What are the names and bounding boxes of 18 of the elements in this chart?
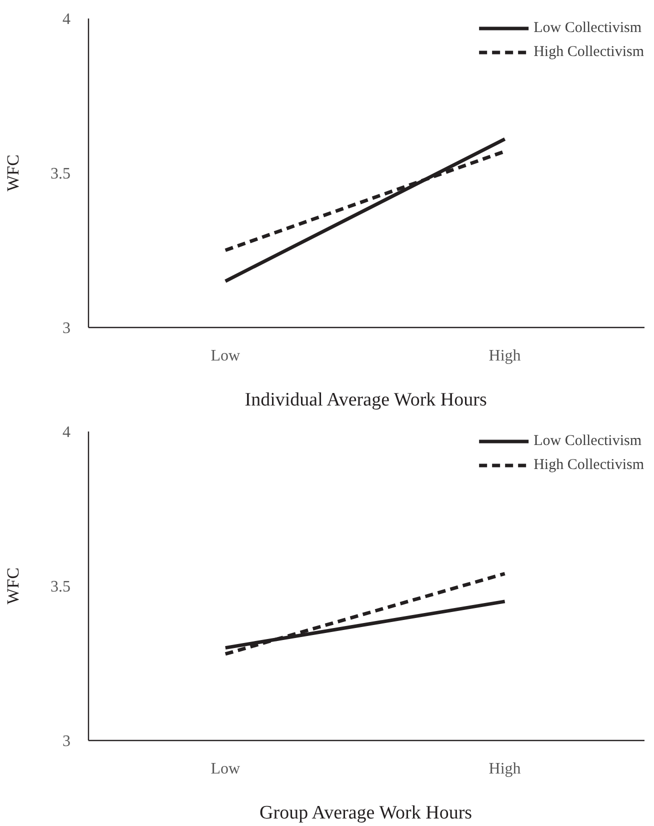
- y-tick-label: 3.5: [50, 166, 70, 182]
- y-tick-label: 3: [62, 733, 70, 750]
- y-axis-title: WFC: [4, 154, 22, 192]
- x-tick-label: Low: [210, 348, 241, 364]
- y-tick-label: 4: [62, 424, 70, 441]
- legend-label: High Collectivism: [534, 44, 644, 60]
- legend-label: Low Collectivism: [534, 432, 642, 450]
- y-axis-title: WFC: [4, 568, 22, 604]
- legend-label: High Collectivism: [534, 456, 644, 474]
- y-tick-label: 3.5: [50, 578, 70, 596]
- x-tick-label: Low: [210, 760, 241, 778]
- x-tick-label: High: [488, 760, 521, 778]
- x-axis-title: Group Average Work Hours: [260, 802, 472, 824]
- y-tick-label: 4: [62, 11, 70, 28]
- x-axis-title: Individual Average Work Hours: [244, 390, 487, 410]
- y-tick-label: 3: [62, 320, 70, 337]
- x-tick-label: High: [488, 348, 521, 364]
- legend-label: Low Collectivism: [534, 20, 642, 36]
